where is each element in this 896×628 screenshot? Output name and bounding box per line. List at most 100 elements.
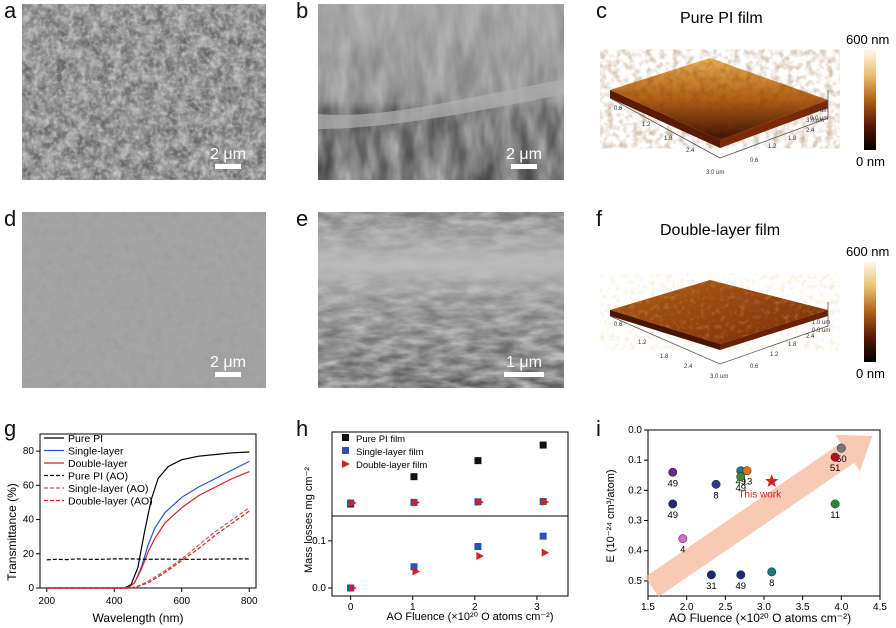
i-ytick-label: 0.3 <box>628 516 642 527</box>
afm-c-ytick-3: 2.4 <box>806 128 815 134</box>
sem-image-a <box>22 4 266 180</box>
h-legend-marker-2 <box>342 460 350 468</box>
afm-title-f: Double-layer film <box>660 222 781 239</box>
i-ytick-label: 0.4 <box>628 546 642 557</box>
h-xtick-label: 2 <box>472 602 478 613</box>
h-point-2-0 <box>349 584 357 592</box>
i-point-12 <box>767 567 777 577</box>
panel-letter-f: f <box>596 206 603 231</box>
i-point-4 <box>711 479 721 489</box>
i-point-0 <box>836 443 846 453</box>
sem-image-b <box>318 4 564 180</box>
h-point-2-0 <box>349 499 357 508</box>
g-legend-label-2: Double-layer <box>68 458 128 470</box>
g-series-line-3 <box>46 558 250 561</box>
g-plot-frame <box>39 433 257 589</box>
i-point-label-3: 49 <box>667 510 678 521</box>
i-point-label-2: 49 <box>667 478 678 489</box>
g-xtick-label: 600 <box>173 596 190 607</box>
scale-bar-b: 2 μm <box>502 146 546 169</box>
afm-f-xtick-4: 3.0 um <box>710 374 728 380</box>
afm-c-ztick-0: 1.0 um <box>810 108 828 114</box>
i-ylabel: E (10⁻²⁴ cm³/atom) <box>605 469 617 562</box>
g-xtick-label: 400 <box>106 596 123 607</box>
h-legend-marker-0 <box>342 434 349 441</box>
colorbar-c-top: 600 nm <box>846 32 890 47</box>
h-point-2-1 <box>412 498 420 507</box>
h-point-0-1 <box>410 473 418 481</box>
colorbar-c-bottom: 0 nm <box>856 154 885 169</box>
scale-bar-b-label: 2 μm <box>506 146 542 163</box>
g-series-line-2 <box>46 471 250 589</box>
i-xtick-label: 4.0 <box>834 602 848 613</box>
i-point-1 <box>830 452 840 462</box>
h-xtick-label: 1 <box>410 602 416 613</box>
colorbar-c <box>864 50 876 150</box>
afm-c-xtick-0: 0.6 <box>614 106 623 112</box>
g-legend-label-0: Pure PI <box>68 433 103 445</box>
afm-f-ytick-2: 1.8 <box>788 342 797 348</box>
h-point-2-2 <box>476 551 484 560</box>
afm-f-ytick-0: 0.6 <box>750 364 759 370</box>
panel-letter-i: i <box>596 416 601 441</box>
panel-letter-g: g <box>4 416 17 441</box>
i-point-label-10: 31 <box>706 581 717 592</box>
i-point-label-12: 8 <box>769 578 774 589</box>
afm-f-xtick-2: 1.8 <box>660 354 669 360</box>
i-point-label-0: 50 <box>836 454 847 465</box>
i-point-3 <box>668 499 678 509</box>
g-series-line-0 <box>46 451 250 589</box>
h-xtick-label: 3 <box>534 602 540 613</box>
i-point-10 <box>706 570 716 580</box>
panel-letter-h: h <box>296 416 309 441</box>
scale-bar-e: 1 μm <box>502 354 546 377</box>
i-ytick-label: 0.5 <box>628 576 642 587</box>
i-point-8 <box>830 499 840 509</box>
afm-f-xtick-1: 1.2 <box>638 340 647 346</box>
afm-f-ztick-0: 1.0 um <box>812 320 830 326</box>
afm-c-xtick-4: 3.0 um <box>706 170 724 176</box>
g-series-line-4 <box>46 507 250 589</box>
i-xtick-label: 2.5 <box>718 602 732 613</box>
g-ytick-label: 20 <box>23 549 35 560</box>
h-ytick-label: 0.0 <box>312 583 326 594</box>
g-xtick-label: 800 <box>241 596 258 607</box>
i-point-6 <box>742 466 752 476</box>
panel-letter-b: b <box>296 0 309 23</box>
i-ytick-label: 0.0 <box>628 425 642 436</box>
i-point-label-1: 51 <box>830 463 841 474</box>
i-point-label-11: 49 <box>736 581 747 592</box>
scale-bar-e-label: 1 μm <box>506 354 542 371</box>
afm-c-ztick-1: 0.0 um <box>810 116 828 122</box>
g-ytick-label: 60 <box>23 480 35 491</box>
i-point-label-5: 49 <box>736 477 747 488</box>
h-xlabel: AO Fluence (×10²⁰ O atoms cm⁻²) <box>386 611 553 623</box>
h-legend-label-0: Pure PI film <box>356 434 405 445</box>
i-this-work-label: This work <box>738 489 782 500</box>
afm-f-xtick-3: 2.4 <box>684 364 693 370</box>
h-ylabel: Mass losses mg cm⁻² <box>303 467 315 573</box>
afm-f-ztick-1: 0.0 um <box>812 328 830 334</box>
afm-c-ytick-0: 0.6 <box>750 158 759 164</box>
i-ytick-label: 0.2 <box>628 485 642 496</box>
afm-c-ytick-2: 1.8 <box>788 136 797 142</box>
g-legend-label-5: Double-layer (AO) <box>68 496 153 508</box>
i-point-2 <box>668 467 678 477</box>
h-point-1-1 <box>410 563 418 571</box>
i-xtick-label: 2.0 <box>680 602 694 613</box>
h-point-1-3 <box>539 532 547 540</box>
i-xtick-label: 4.5 <box>873 602 887 613</box>
i-point-label-8: 11 <box>830 510 840 521</box>
afm-f-ytick-1: 1.2 <box>770 352 779 358</box>
h-legend-label-1: Single-layer film <box>356 447 424 458</box>
g-legend-label-4: Single-layer (AO) <box>68 483 149 495</box>
i-point-label-6: 13 <box>742 477 753 488</box>
afm-c-xtick-3: 2.4 <box>686 148 695 154</box>
i-point-label-4: 8 <box>713 490 718 501</box>
h-legend-marker-1 <box>342 447 349 454</box>
h-ytick-label: 0.1 <box>312 536 326 547</box>
i-xtick-label: 3.5 <box>796 602 810 613</box>
sem-image-d <box>22 212 266 388</box>
afm-f-xtick-0: 0.6 <box>614 322 623 328</box>
i-trend-arrow <box>645 434 873 597</box>
